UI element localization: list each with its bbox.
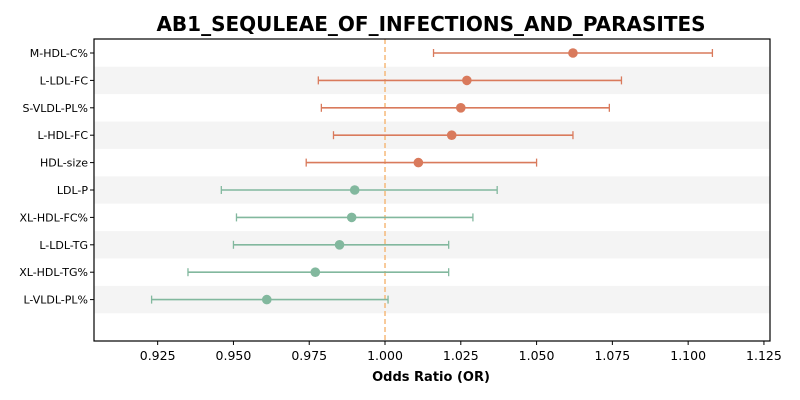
row-label: LDL-P	[57, 184, 89, 197]
forest-row: HDL-size	[40, 157, 538, 170]
row-label: M-HDL-C%	[30, 47, 88, 60]
x-tick-label: 1.125	[746, 348, 782, 363]
x-tick-label: 0.950	[216, 348, 252, 363]
x-tick-label: 1.025	[443, 348, 479, 363]
forest-row: S-VLDL-PL%	[22, 102, 610, 115]
x-tick-label: 0.925	[140, 348, 176, 363]
row-label: L-LDL-FC	[40, 74, 89, 87]
x-tick-label: 1.000	[367, 348, 403, 363]
forest-row: LDL-P	[57, 184, 498, 197]
row-label: XL-HDL-TG%	[19, 266, 88, 279]
or-point	[446, 130, 457, 140]
x-tick-label: 1.050	[519, 348, 555, 363]
forest-row: L-VLDL-PL%	[23, 294, 389, 307]
or-point	[413, 157, 424, 168]
row-label: L-HDL-FC	[37, 129, 88, 142]
x-tick-label: 1.100	[670, 348, 706, 363]
row-label: S-VLDL-PL%	[22, 102, 88, 115]
or-point	[455, 103, 466, 113]
or-point	[261, 294, 272, 305]
x-tick-label: 1.075	[594, 348, 630, 363]
or-point	[462, 75, 472, 86]
forest-row: XL-HDL-TG%	[19, 266, 450, 279]
forest-row: M-HDL-C%	[30, 47, 714, 60]
or-point	[349, 185, 360, 195]
forest-row: L-LDL-TG	[39, 239, 450, 252]
forest-row: XL-HDL-FC%	[19, 211, 474, 224]
x-tick-label: 0.975	[291, 348, 327, 363]
forest-row: L-HDL-FC	[37, 129, 574, 142]
row-label: L-LDL-TG	[39, 239, 88, 252]
row-label: HDL-size	[40, 157, 88, 170]
x-axis: 0.925 0.950 0.975 1.000 1.025 1.050 1.075 1.100…	[140, 341, 782, 363]
row-label: L-VLDL-PL%	[23, 294, 88, 307]
x-axis-label: Odds Ratio (OR)	[372, 370, 490, 385]
row-label: XL-HDL-FC%	[19, 211, 88, 224]
or-point	[568, 48, 578, 58]
or-point	[310, 267, 321, 278]
forest-row: L-LDL-FC	[40, 74, 623, 87]
plot-frame	[93, 38, 771, 342]
chart-title: AB1_SEQULEAE_OF_INFECTIONS_AND_PARASITES	[156, 12, 705, 36]
plot-rows: M-HDL-C% L-LDL-FC S-VLDL-PL% L-HDL-FC HDL-si…	[19, 47, 714, 307]
or-point	[346, 212, 357, 223]
or-point	[334, 240, 345, 250]
